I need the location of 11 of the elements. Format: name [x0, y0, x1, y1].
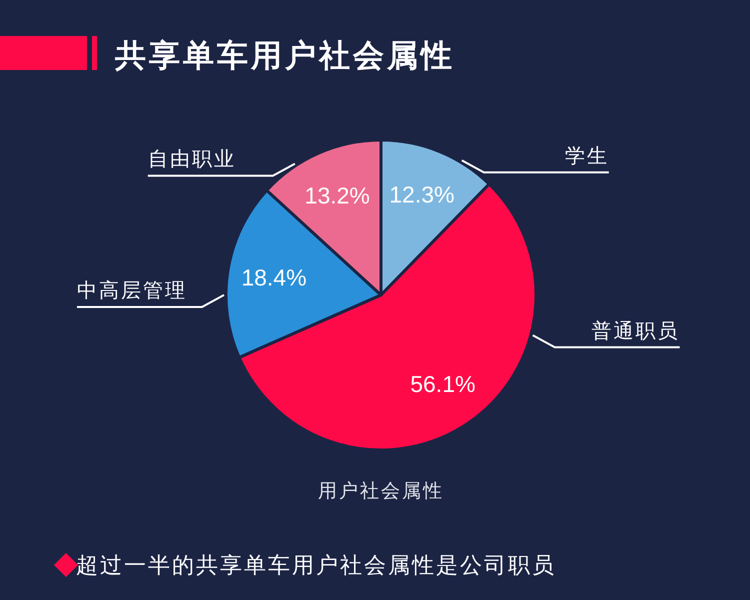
text: 用户社会属性 — [318, 480, 444, 502]
slice-label: 中高层管理 — [77, 279, 187, 302]
chart-title: 共享单车用户社会属性 — [114, 38, 455, 73]
data-label: 56.1% — [410, 371, 476, 398]
slice-label: 自由职业 — [148, 148, 236, 171]
slice-label: 学生 — [564, 145, 609, 168]
slice-label: 普通职员 — [592, 319, 680, 342]
data-label: 13.2% — [304, 182, 370, 209]
data-label: 18.4% — [241, 264, 307, 290]
text: 超过一半的共享单车用户社会属性是公司职员 — [76, 552, 556, 578]
data-label: 12.3% — [389, 182, 454, 208]
